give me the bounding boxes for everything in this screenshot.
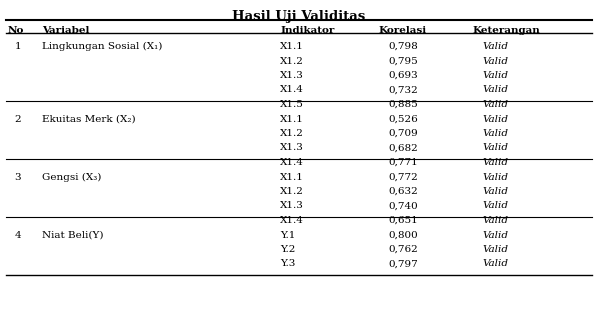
Text: Variabel: Variabel <box>42 26 89 35</box>
Text: 0,797: 0,797 <box>388 260 418 268</box>
Text: 2: 2 <box>15 115 22 124</box>
Text: 0,732: 0,732 <box>388 85 418 94</box>
Text: Valid: Valid <box>482 230 508 239</box>
Text: 0,798: 0,798 <box>388 42 418 51</box>
Text: Y.2: Y.2 <box>280 245 295 254</box>
Text: Valid: Valid <box>482 143 508 153</box>
Text: No: No <box>8 26 25 35</box>
Text: Korelasi: Korelasi <box>378 26 426 35</box>
Text: 0,772: 0,772 <box>388 172 418 181</box>
Text: 0,682: 0,682 <box>388 143 418 153</box>
Text: Valid: Valid <box>482 42 508 51</box>
Text: Valid: Valid <box>482 57 508 66</box>
Text: X1.1: X1.1 <box>280 172 304 181</box>
Text: X1.3: X1.3 <box>280 143 304 153</box>
Text: X1.4: X1.4 <box>280 158 304 167</box>
Text: Valid: Valid <box>482 202 508 211</box>
Text: Valid: Valid <box>482 100 508 109</box>
Text: 0,885: 0,885 <box>388 100 418 109</box>
Text: Valid: Valid <box>482 245 508 254</box>
Text: 0,762: 0,762 <box>388 245 418 254</box>
Text: 0,693: 0,693 <box>388 71 418 80</box>
Text: Valid: Valid <box>482 115 508 124</box>
Text: Valid: Valid <box>482 85 508 94</box>
Text: X1.4: X1.4 <box>280 85 304 94</box>
Text: X1.1: X1.1 <box>280 42 304 51</box>
Text: Y.1: Y.1 <box>280 230 295 239</box>
Text: Valid: Valid <box>482 187 508 196</box>
Text: 0,740: 0,740 <box>388 202 418 211</box>
Text: X1.3: X1.3 <box>280 202 304 211</box>
Text: Indikator: Indikator <box>280 26 334 35</box>
Text: 0,795: 0,795 <box>388 57 418 66</box>
Text: Y.3: Y.3 <box>280 260 295 268</box>
Text: X1.2: X1.2 <box>280 187 304 196</box>
Text: X1.3: X1.3 <box>280 71 304 80</box>
Text: 0,632: 0,632 <box>388 187 418 196</box>
Text: Lingkungan Sosial (X₁): Lingkungan Sosial (X₁) <box>42 42 163 51</box>
Text: Gengsi (X₃): Gengsi (X₃) <box>42 172 102 182</box>
Text: X1.5: X1.5 <box>280 100 304 109</box>
Text: Ekuitas Merk (X₂): Ekuitas Merk (X₂) <box>42 115 136 124</box>
Text: X1.1: X1.1 <box>280 115 304 124</box>
Text: X1.4: X1.4 <box>280 216 304 225</box>
Text: 0,709: 0,709 <box>388 129 418 138</box>
Text: 3: 3 <box>15 172 22 181</box>
Text: Valid: Valid <box>482 216 508 225</box>
Text: 0,800: 0,800 <box>388 230 418 239</box>
Text: Hasil Uji Validitas: Hasil Uji Validitas <box>233 10 365 23</box>
Text: X1.2: X1.2 <box>280 57 304 66</box>
Text: 0,651: 0,651 <box>388 216 418 225</box>
Text: 4: 4 <box>15 230 22 239</box>
Text: 0,771: 0,771 <box>388 158 418 167</box>
Text: 1: 1 <box>15 42 22 51</box>
Text: Valid: Valid <box>482 172 508 181</box>
Text: Valid: Valid <box>482 260 508 268</box>
Text: Valid: Valid <box>482 129 508 138</box>
Text: Niat Beli(Y): Niat Beli(Y) <box>42 230 103 239</box>
Text: Valid: Valid <box>482 158 508 167</box>
Text: Keterangan: Keterangan <box>472 26 540 35</box>
Text: 0,526: 0,526 <box>388 115 418 124</box>
Text: X1.2: X1.2 <box>280 129 304 138</box>
Text: Valid: Valid <box>482 71 508 80</box>
